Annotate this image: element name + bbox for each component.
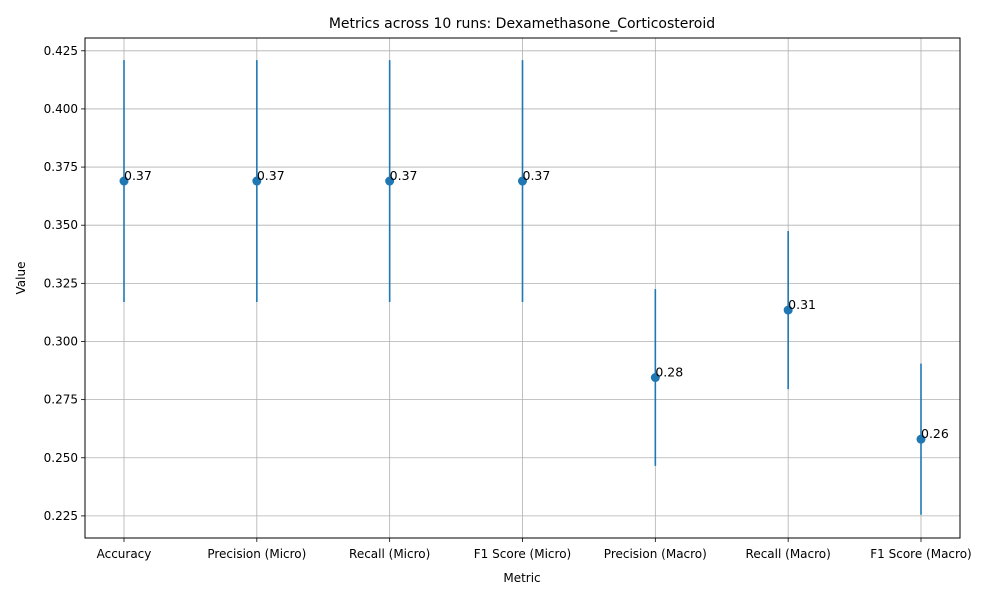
x-tick-label: Precision (Micro) [207, 547, 306, 561]
chart-title: Metrics across 10 runs: Dexamethasone_Co… [329, 16, 715, 32]
data-label: 0.37 [523, 168, 551, 183]
data-point [916, 434, 926, 444]
y-tick-label: 0.275 [44, 393, 78, 407]
x-tick-label: Recall (Macro) [746, 547, 831, 561]
data-label: 0.26 [921, 426, 949, 441]
y-tick-label: 0.350 [44, 218, 78, 232]
data-label: 0.37 [124, 168, 152, 183]
data-point [119, 176, 129, 186]
y-tick-label: 0.300 [44, 334, 78, 348]
x-tick-label: Precision (Macro) [604, 547, 707, 561]
y-tick-label: 0.225 [44, 509, 78, 523]
data-point [650, 373, 660, 383]
y-axis-title: Value [14, 262, 28, 295]
data-label: 0.37 [390, 168, 418, 183]
data-point [783, 305, 793, 315]
x-tick-label: Recall (Micro) [349, 547, 430, 561]
data-point [385, 176, 395, 186]
data-points [119, 176, 926, 444]
x-tick-label: F1 Score (Macro) [870, 547, 971, 561]
data-label: 0.37 [257, 168, 285, 183]
x-tick-label: F1 Score (Micro) [474, 547, 571, 561]
y-tick-label: 0.375 [44, 160, 78, 174]
y-tick-label: 0.400 [44, 102, 78, 116]
data-point [518, 176, 527, 186]
x-axis-title: Metric [503, 571, 540, 585]
data-label: 0.31 [788, 297, 816, 312]
x-axis-ticks: Accuracy Precision (Micro) Recall (Micro) F… [97, 538, 972, 561]
y-axis-ticks: 0.225 0.250 0.275 0.300 0.325 0.350 0.375 0.400… [44, 44, 85, 523]
y-tick-label: 0.250 [44, 451, 78, 465]
data-point [252, 176, 262, 186]
y-tick-label: 0.325 [44, 276, 78, 290]
data-labels: 0.37 0.37 0.37 0.37 0.28 0.31 0.26 [124, 168, 949, 441]
y-tick-label: 0.425 [44, 44, 78, 58]
x-tick-label: Accuracy [97, 547, 152, 561]
data-label: 0.28 [655, 365, 683, 380]
